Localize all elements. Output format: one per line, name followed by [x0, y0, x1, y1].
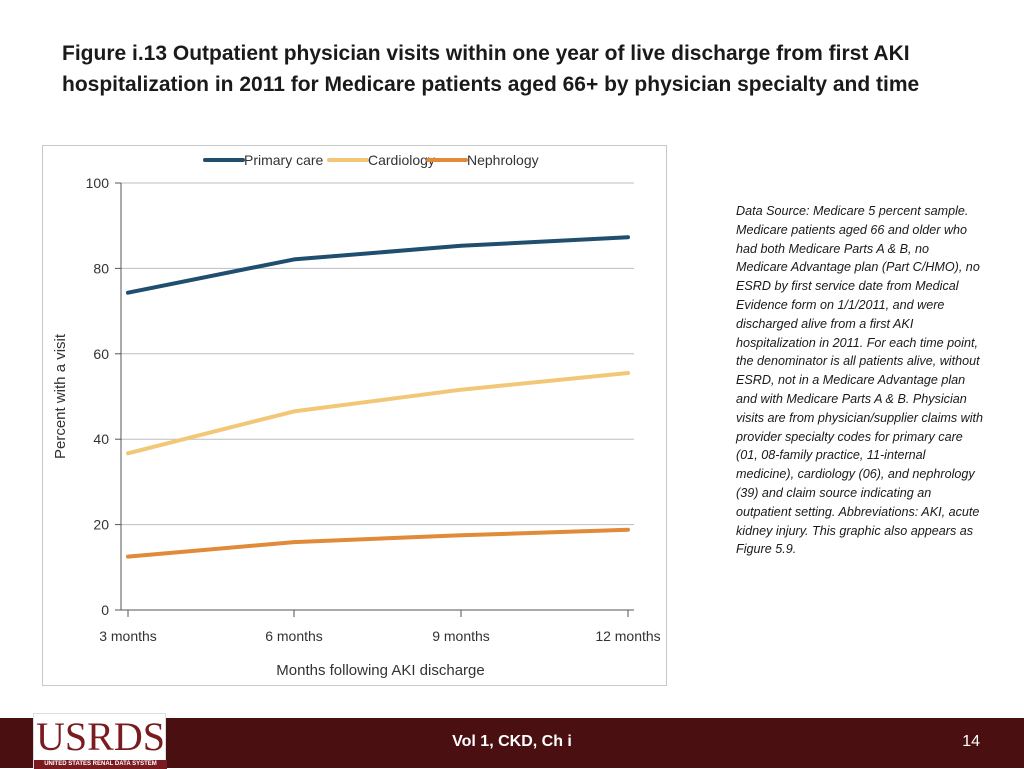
data-point-primary-care [126, 290, 130, 295]
logo-subtext: UNITED STATES RENAL DATA SYSTEM [34, 760, 167, 769]
x-tick-label: 6 months [265, 628, 323, 644]
usrds-logo: USRDS UNITED STATES RENAL DATA SYSTEM [33, 713, 167, 769]
data-point-primary-care [459, 244, 463, 248]
footer-volume-label: Vol 1, CKD, Ch i [452, 733, 572, 750]
series-line-nephrology [126, 527, 630, 559]
slide-title: Figure i.13 Outpatient physician visits … [62, 42, 920, 96]
legend-label-primary-care: Primary care [244, 152, 324, 168]
data-point-cardiology [292, 409, 296, 414]
y-tick-label: 60 [93, 346, 109, 362]
data-point-cardiology [459, 387, 463, 392]
x-axis-title: Months following AKI discharge [276, 662, 484, 679]
y-axis-title: Percent with a visit [52, 333, 69, 459]
series-line-cardiology [126, 371, 630, 456]
footer-bar [0, 718, 1024, 768]
x-tick-label: 9 months [432, 628, 490, 644]
data-point-nephrology [459, 533, 463, 538]
legend-label-nephrology: Nephrology [467, 152, 539, 168]
y-tick-label: 0 [101, 602, 109, 618]
data-point-cardiology [126, 451, 130, 456]
data-source-note: Data Source: Medicare 5 percent sample. … [736, 204, 984, 557]
data-point-primary-care [292, 257, 296, 262]
y-tick-label: 40 [93, 431, 109, 447]
x-tick-label: 12 months [595, 628, 660, 644]
data-point-nephrology [126, 554, 130, 559]
y-tick-label: 80 [93, 260, 109, 276]
data-point-primary-care [626, 235, 630, 239]
chart-frame: 0 20 40 60 80 100 3 months 6 months 9 months 12 m… [42, 145, 667, 686]
y-tick-label: 100 [86, 175, 110, 191]
data-point-nephrology [626, 527, 630, 532]
x-tick-label: 3 months [99, 628, 157, 644]
data-point-nephrology [292, 540, 296, 544]
data-point-cardiology [626, 371, 630, 375]
series-line-primary-care [126, 235, 630, 295]
page-number: 14 [962, 733, 980, 750]
logo-text: USRDS [36, 714, 165, 759]
line-chart: 0 20 40 60 80 100 3 months 6 months 9 months 12 m… [52, 152, 661, 679]
y-tick-label: 20 [93, 517, 109, 533]
legend-label-cardiology: Cardiology [368, 152, 435, 168]
